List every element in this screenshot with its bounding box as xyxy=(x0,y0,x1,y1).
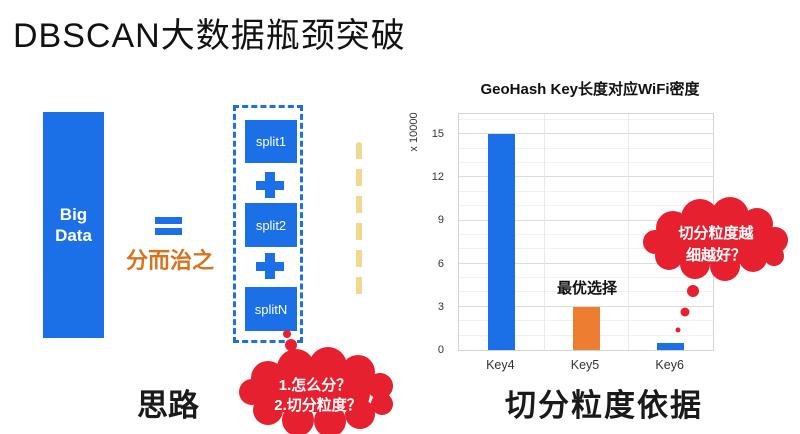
chart-ytick-label: 9 xyxy=(437,214,444,227)
chart-gridline xyxy=(459,118,713,120)
equals-bar-bottom xyxy=(155,228,182,235)
chart-gridline xyxy=(459,190,713,192)
chart-plot xyxy=(458,113,714,351)
chart-ytick-area: 0 3 6 9 12 15 xyxy=(408,113,450,356)
question-bubble: 1.怎么分？ 2.切分粒度？ xyxy=(239,330,393,434)
splitN-box: splitN xyxy=(245,287,297,331)
thought-bubble-line2: 细越好？ xyxy=(686,246,746,264)
thought-bubble: 切分粒度越 细越好？ xyxy=(643,197,788,333)
chart-gridline xyxy=(459,133,713,135)
big-data-box: Big Data xyxy=(43,112,104,338)
chart-gridline xyxy=(459,291,713,293)
chart-ytick-label: 15 xyxy=(431,128,444,141)
split1-box: split1 xyxy=(245,120,297,163)
chart-bar-key6 xyxy=(657,342,685,350)
chart-ytick-label: 12 xyxy=(431,171,444,184)
splitN-label: splitN xyxy=(254,301,288,317)
dashed-divider-line xyxy=(356,142,362,304)
chart-gridline xyxy=(459,305,713,307)
chart-gridline xyxy=(459,219,713,221)
split2-label: split2 xyxy=(255,217,287,233)
chart-gridline xyxy=(459,176,713,178)
divide-and-conquer-label: 分而治之 xyxy=(125,248,214,273)
question-bubble-line1: 1.怎么分？ xyxy=(279,376,352,394)
thought-bubble-line1: 切分粒度越 xyxy=(678,224,754,242)
chart-category-separator xyxy=(543,114,545,350)
big-data-label: Big Data xyxy=(55,204,92,245)
chart-gridline xyxy=(459,262,713,264)
chart-gridline xyxy=(459,205,713,207)
left-caption: 思路 xyxy=(137,388,199,423)
chart-gridline xyxy=(459,277,713,279)
chart-title: GeoHash Key长度对应WiFi密度 xyxy=(480,81,700,98)
equals-bar-top xyxy=(155,217,182,224)
chart-xtick-area: Key4 Key5 Key6 xyxy=(458,357,714,375)
chart-bar-key5 xyxy=(572,306,600,350)
slide-title: DBSCAN大数据瓶颈突破 xyxy=(13,17,406,55)
chart-annotation: 最优选择 xyxy=(556,280,617,297)
splits-dashed-container: split1 split2 splitN xyxy=(233,105,303,343)
chart-ytick-label: 3 xyxy=(437,300,444,313)
chart-caption: 切分粒度依据 xyxy=(505,388,703,423)
split2-box: split2 xyxy=(245,203,297,247)
chart-gridline xyxy=(459,248,713,250)
chart-ytick-label: 0 xyxy=(437,344,444,356)
chart-xtick-label: Key4 xyxy=(486,358,515,372)
equals-icon xyxy=(155,217,182,235)
chart-xtick-label: Key5 xyxy=(570,358,600,372)
chart-gridline xyxy=(459,147,713,149)
chart-category-separator xyxy=(628,114,630,350)
plus-icon xyxy=(256,253,284,279)
split1-label: split1 xyxy=(255,134,287,149)
chart-xtick-label: Key6 xyxy=(655,358,684,372)
chart-bar-key4 xyxy=(487,134,515,350)
chart-ytick-label: 6 xyxy=(437,257,444,270)
plus-icon xyxy=(256,172,284,198)
question-bubble-line2: 2.切分粒度？ xyxy=(274,396,362,414)
chart-gridline xyxy=(459,233,713,235)
chart-gridline xyxy=(459,161,713,163)
